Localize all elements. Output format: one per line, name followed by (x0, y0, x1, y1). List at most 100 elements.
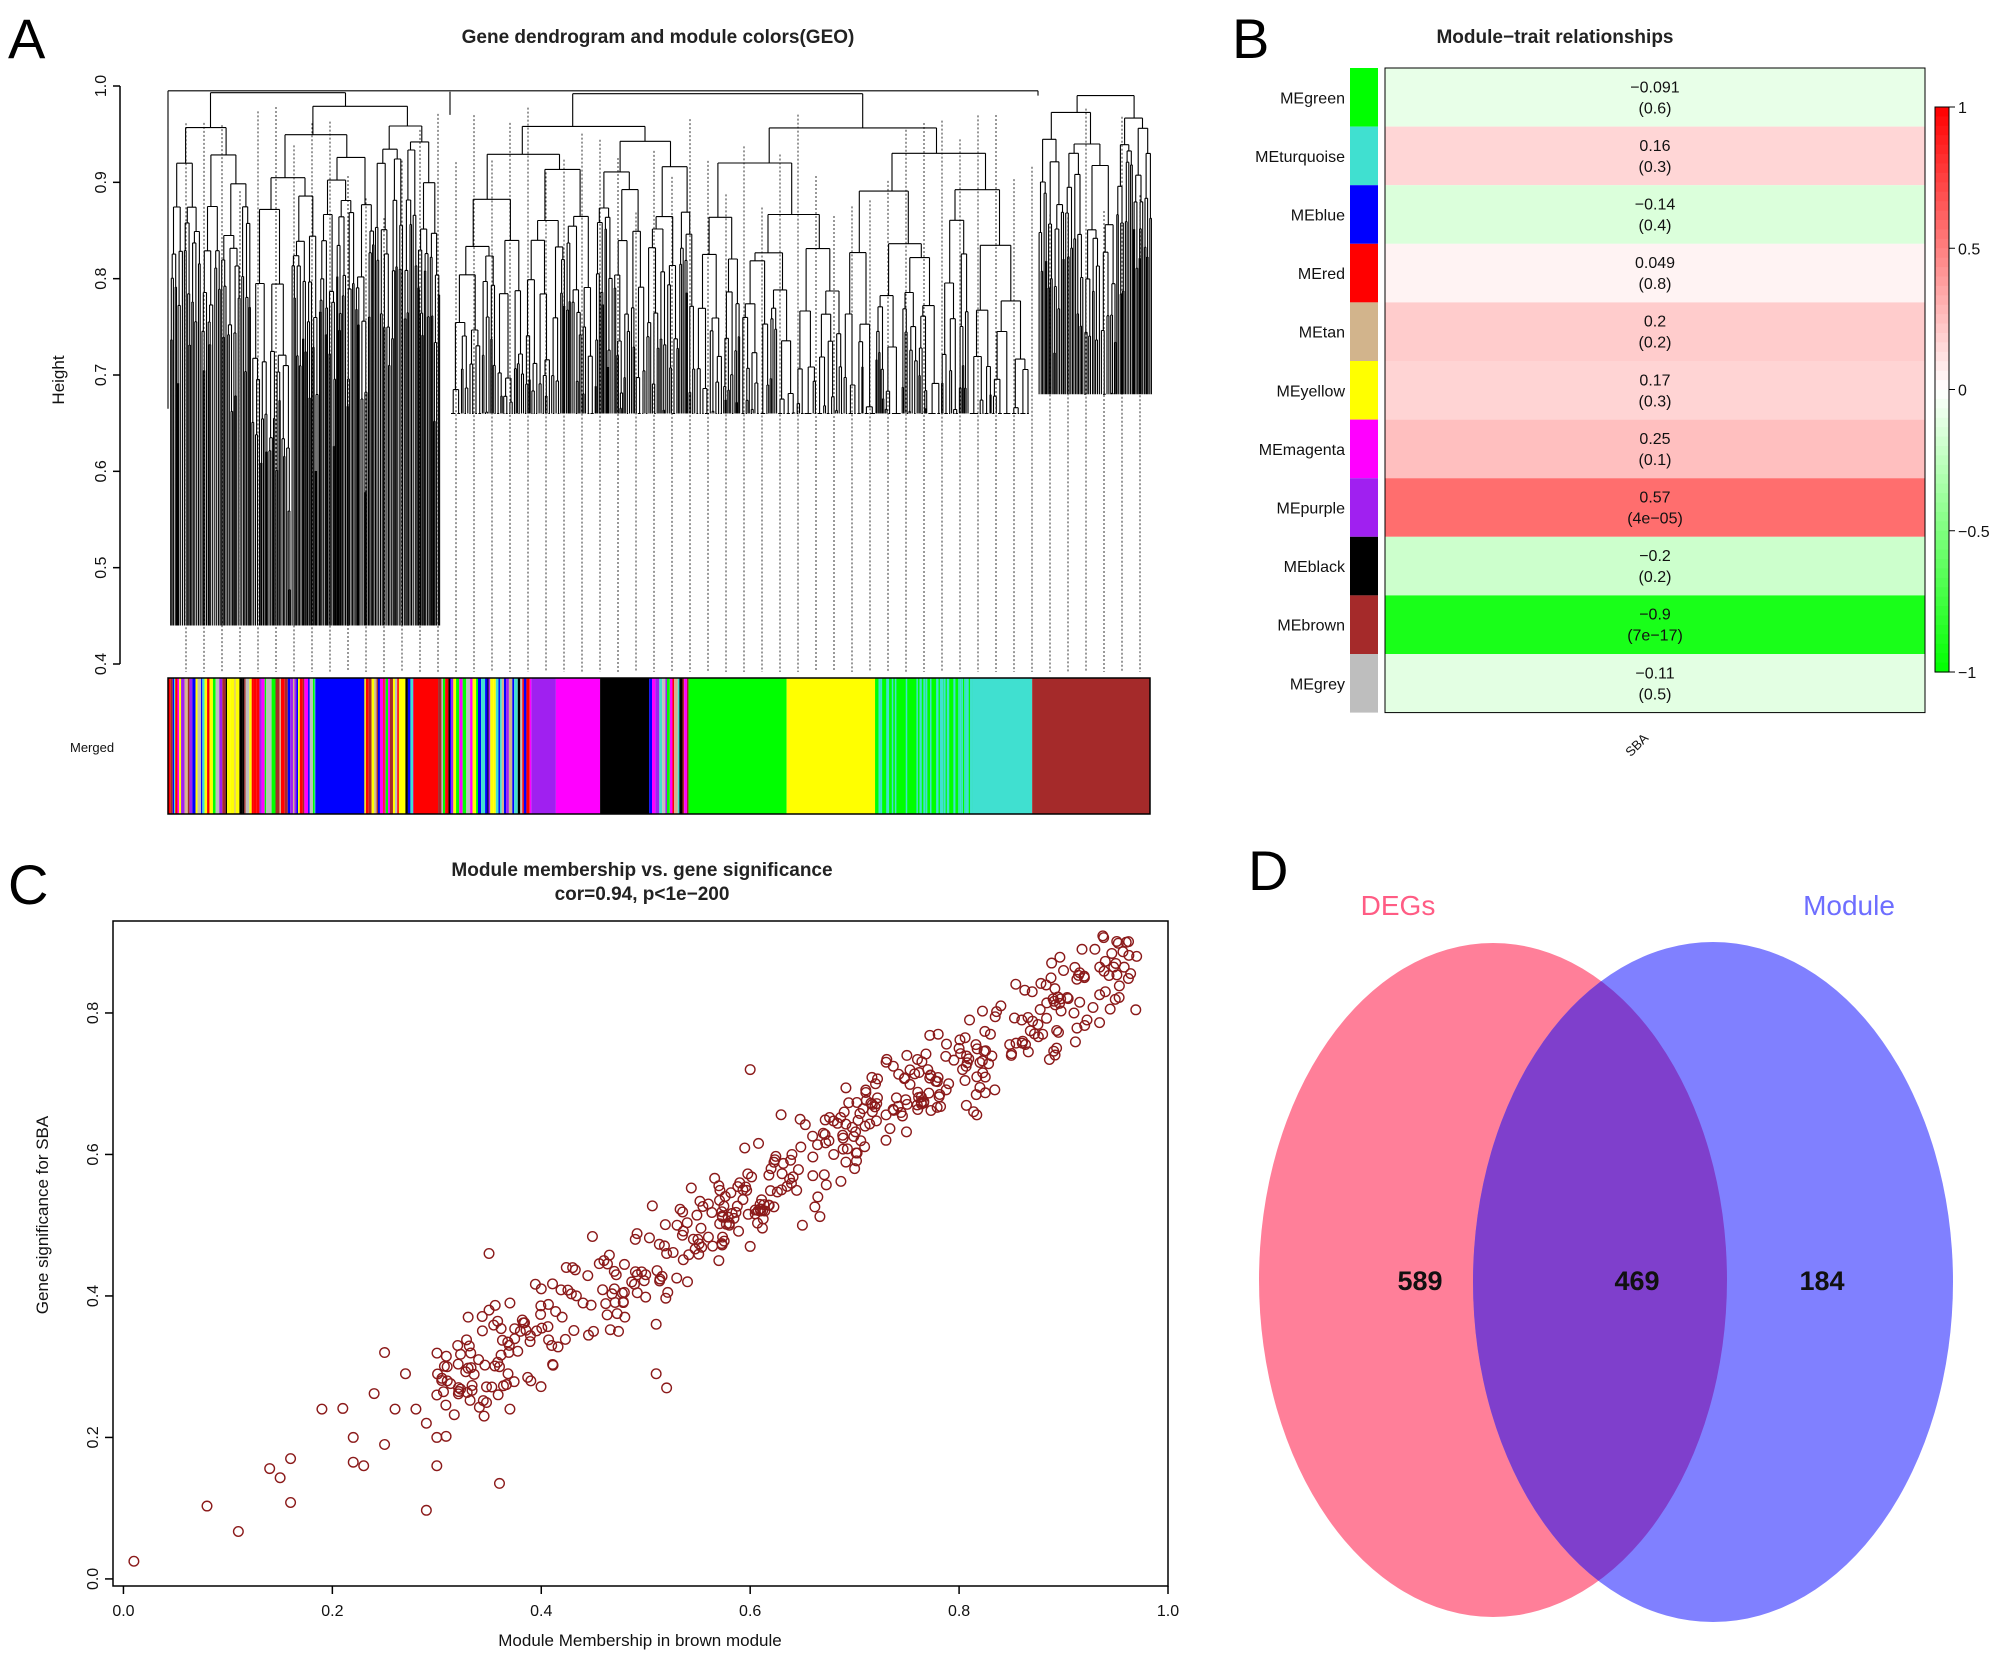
scatter-point (1099, 986, 1111, 998)
scatter-point (577, 1297, 589, 1309)
module-stripe (279, 678, 281, 814)
scatter-point (872, 1073, 884, 1085)
heatmap-cell-MEturquoise (1385, 126, 1925, 186)
module-block-magenta (555, 678, 601, 814)
module-stripe (470, 678, 473, 814)
scatter-point (900, 1126, 912, 1138)
scatter-point (1074, 996, 1086, 1008)
heatmap-cell-pvalue: (0.6) (1639, 100, 1672, 117)
scatter-point (880, 1134, 892, 1146)
scatter-point (924, 1029, 936, 1041)
scatter-point (859, 1141, 871, 1153)
module-stripe (936, 678, 938, 814)
scatter-point (948, 1054, 960, 1066)
module-stripe (294, 678, 297, 814)
scatter-point (787, 1171, 799, 1183)
heatmap-row-label: MEyellow (1277, 383, 1346, 400)
module-stripe (376, 678, 378, 814)
scatter-point (768, 1201, 780, 1213)
scatter-point (943, 1078, 955, 1090)
colorbar-segment (1935, 624, 1949, 635)
scatter-point (508, 1376, 520, 1388)
scatter-point (884, 1123, 896, 1135)
scatter-point (483, 1247, 495, 1259)
module-stripe (239, 678, 243, 814)
colorbar-segment (1935, 502, 1949, 513)
scatter-point (410, 1403, 422, 1415)
colorbar-segment (1935, 606, 1949, 617)
module-swatch-MEtan (1350, 302, 1378, 361)
scatter-point (1104, 1003, 1116, 1015)
scatter-point (585, 1299, 597, 1311)
scatter-point (316, 1403, 328, 1415)
heatmap-cell-correlation: 0.25 (1639, 431, 1670, 448)
scatter-point (765, 1163, 777, 1175)
heatmap-row-label: MEturquoise (1255, 149, 1345, 166)
scatter-point (631, 1269, 643, 1281)
module-stripe (402, 678, 406, 814)
scatter-point (1076, 943, 1088, 955)
module-stripe (219, 678, 223, 814)
scatter-point (546, 1339, 558, 1351)
colorbar-segment (1935, 267, 1949, 278)
colorbar-segment (1935, 201, 1949, 212)
scatter-point (629, 1233, 641, 1245)
colorbar-segment (1935, 144, 1949, 155)
module-stripe (189, 678, 193, 814)
scatter-point (900, 1094, 912, 1106)
colorbar-segment (1935, 568, 1949, 579)
heatmap-cell-MEblack (1385, 536, 1925, 596)
panel-letter-b: B (1232, 7, 1269, 70)
scatter-point (1026, 986, 1038, 998)
colorbar-segment (1935, 540, 1949, 551)
scatter-point (543, 1334, 555, 1346)
scatter-point (455, 1348, 467, 1360)
scatter-point (431, 1460, 443, 1472)
module-stripe (686, 678, 689, 814)
scatter-point (1051, 1025, 1063, 1037)
scatter-point (775, 1109, 787, 1121)
module-stripe (961, 678, 963, 814)
colorbar-segment (1935, 361, 1949, 372)
panel-d: D DEGs Module 589 469 184 (1248, 839, 1953, 1622)
scatter-point (1113, 980, 1125, 992)
scatter-point (512, 1345, 524, 1357)
scatter-point (440, 1430, 452, 1442)
module-stripe (501, 678, 504, 814)
module-stripe (230, 678, 235, 814)
color-row-label: Merged (70, 740, 114, 755)
heatmap-row-label: MEbrown (1277, 618, 1345, 635)
scatter-point (1049, 999, 1061, 1011)
scatter-point (964, 1014, 976, 1026)
panel-c: C Module membership vs. gene significanc… (8, 853, 1179, 1650)
scatter-point (1041, 997, 1053, 1009)
module-stripe (490, 678, 494, 814)
scatter-point (441, 1361, 453, 1373)
module-stripe (275, 678, 280, 814)
module-stripe (269, 678, 272, 814)
scatter-point (714, 1218, 726, 1230)
scatter-point (989, 1084, 1001, 1096)
scatter-point (960, 1060, 972, 1072)
colorbar-segment (1935, 154, 1949, 165)
module-stripe (299, 678, 303, 814)
scatter-point (841, 1143, 853, 1155)
heatmap-cell-pvalue: (0.2) (1639, 569, 1672, 586)
scatter-point (597, 1284, 609, 1296)
heatmap-cell-MEblue (1385, 185, 1925, 244)
scatter-point (608, 1265, 620, 1277)
scatter-point (733, 1225, 745, 1237)
module-block-brown (1032, 678, 1150, 814)
colorbar-segment (1935, 276, 1949, 287)
scatter-point (753, 1137, 765, 1149)
scatter-point (437, 1386, 449, 1398)
scatter-point (722, 1211, 734, 1223)
scatter-point (481, 1381, 493, 1393)
scatter-point (979, 1087, 991, 1099)
scatter-point (478, 1410, 490, 1422)
module-stripe (256, 678, 260, 814)
module-stripe (477, 678, 482, 814)
scatter-point (1045, 972, 1057, 984)
scatter-point (984, 1028, 996, 1040)
scatter-plot-frame (112, 920, 1169, 1587)
